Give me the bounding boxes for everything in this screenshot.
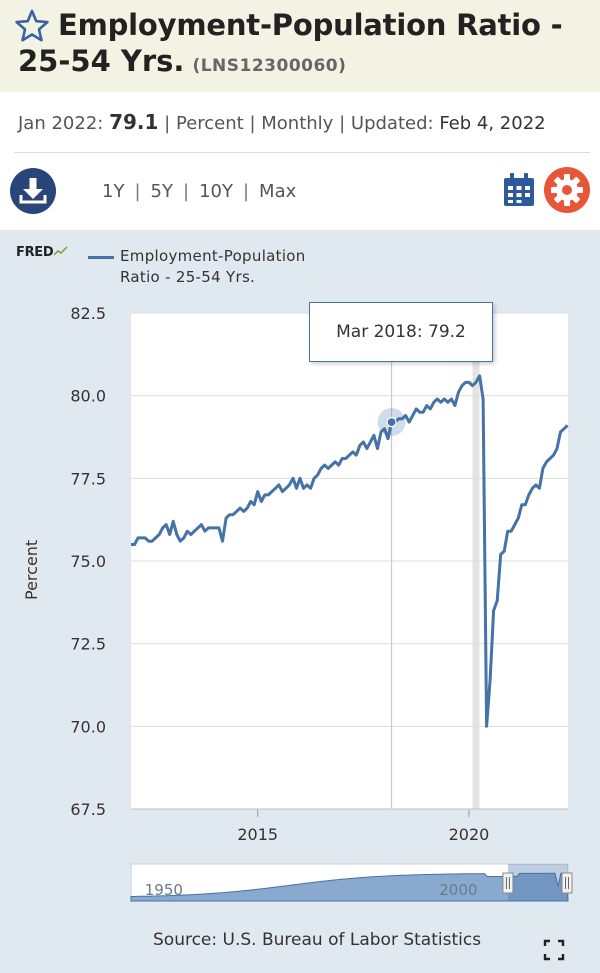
date-range-selector: 1Y | 5Y | 10Y | Max	[102, 181, 296, 202]
meta-sep: |	[249, 113, 256, 134]
fred-logo-text: FRED	[16, 245, 54, 260]
fred-logo: FRED	[16, 245, 68, 260]
calendar-icon[interactable]	[502, 172, 536, 208]
series-title-line2: 25-54 Yrs.	[18, 44, 185, 78]
source-note: Source: U.S. Bureau of Labor Statistics	[153, 930, 482, 950]
updated-label: Updated:	[350, 113, 434, 134]
x-tick-label: 2020	[449, 825, 490, 844]
units: Percent	[175, 113, 244, 134]
frequency: Monthly	[261, 113, 334, 134]
fred-logo-chart-icon	[53, 246, 68, 256]
navigator-handle[interactable]	[561, 872, 573, 894]
navigator-handle[interactable]	[502, 872, 514, 894]
series-title-continued: 25-54 Yrs. (LNS12300060)	[18, 44, 346, 78]
download-icon	[19, 178, 47, 204]
series-meta: Jan 2022: 79.1 | Percent | Monthly | Upd…	[18, 110, 546, 134]
range-sep: |	[182, 181, 190, 202]
series-line	[131, 374, 569, 728]
meta-sep: |	[164, 113, 171, 134]
navigator-selection[interactable]	[507, 864, 568, 901]
range-sep: |	[242, 181, 250, 202]
range-5y[interactable]: 5Y	[150, 181, 173, 202]
range-10y[interactable]: 10Y	[199, 181, 233, 202]
navigator-year-label: 1950	[145, 881, 183, 899]
divider	[14, 152, 590, 153]
latest-period: Jan 2022:	[18, 113, 104, 134]
gear-icon[interactable]	[543, 166, 591, 214]
range-sep: |	[134, 181, 141, 202]
x-tick-label: 2015	[237, 825, 278, 844]
tooltip-value: 79.2	[428, 322, 466, 342]
y-tick-label: 80.0	[70, 387, 106, 406]
y-tick-label: 72.5	[70, 635, 106, 654]
y-tick-label: 70.0	[70, 717, 106, 736]
fullscreen-icon[interactable]	[543, 939, 565, 961]
series-id: (LNS12300060)	[192, 56, 347, 76]
star-icon[interactable]	[14, 8, 50, 44]
updated-date: Feb 4, 2022	[439, 113, 546, 134]
legend-label[interactable]: Employment-Population Ratio - 25-54 Yrs.	[120, 247, 306, 286]
navigator-year-label: 2000	[439, 881, 477, 899]
download-button[interactable]	[10, 168, 56, 214]
meta-sep: |	[339, 113, 346, 134]
title-bar: Employment-Population Ratio - 25-54 Yrs.…	[0, 0, 600, 92]
range-1y[interactable]: 1Y	[102, 181, 125, 202]
hover-point	[386, 417, 397, 428]
tooltip: Mar 2018: 79.2	[309, 302, 493, 362]
range-max[interactable]: Max	[259, 181, 297, 202]
latest-value: 79.1	[109, 110, 159, 134]
navigator-area	[130, 872, 569, 902]
y-tick-label: 82.5	[70, 304, 106, 323]
series-title: Employment-Population Ratio -	[58, 8, 563, 42]
y-tick-label: 75.0	[70, 552, 106, 571]
tooltip-date: Mar 2018:	[336, 322, 423, 342]
y-tick-label: 77.5	[70, 469, 106, 488]
y-tick-label: 67.5	[70, 800, 106, 819]
legend-swatch	[88, 256, 114, 259]
